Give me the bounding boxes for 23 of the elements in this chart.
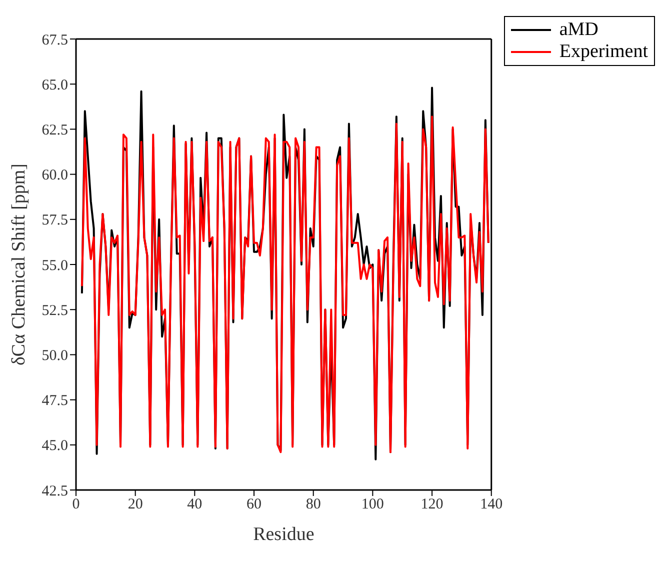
legend-label: Experiment [559, 41, 648, 63]
x-tick-label: 100 [361, 496, 384, 513]
x-tick-label: 0 [72, 496, 80, 513]
x-tick-label: 40 [187, 496, 202, 513]
x-tick-label: 60 [246, 496, 262, 513]
y-tick-label: 52.5 [42, 302, 68, 319]
y-tick-label: 62.5 [42, 122, 68, 139]
x-tick-label: 20 [128, 496, 143, 513]
x-axis-title: Residue [253, 524, 314, 545]
x-tick-label: 80 [306, 496, 321, 513]
y-tick-label: 50.0 [42, 348, 68, 364]
y-tick-label: 67.5 [42, 32, 68, 48]
x-tick-label: 140 [480, 496, 503, 513]
y-tick-label: 57.5 [42, 212, 68, 229]
y-tick-label: 42.5 [42, 483, 68, 500]
y-tick-label: 45.0 [42, 438, 68, 454]
y-tick-label: 60.0 [42, 168, 68, 184]
y-tick-label: 55.0 [42, 258, 68, 274]
y-axis-title: δCα Chemical Shift [ppm] [8, 163, 30, 366]
legend-label: aMD [559, 19, 598, 41]
y-tick-label: 65.0 [42, 77, 68, 94]
y-tick-label: 47.5 [42, 393, 68, 410]
x-tick-label: 120 [420, 496, 444, 513]
